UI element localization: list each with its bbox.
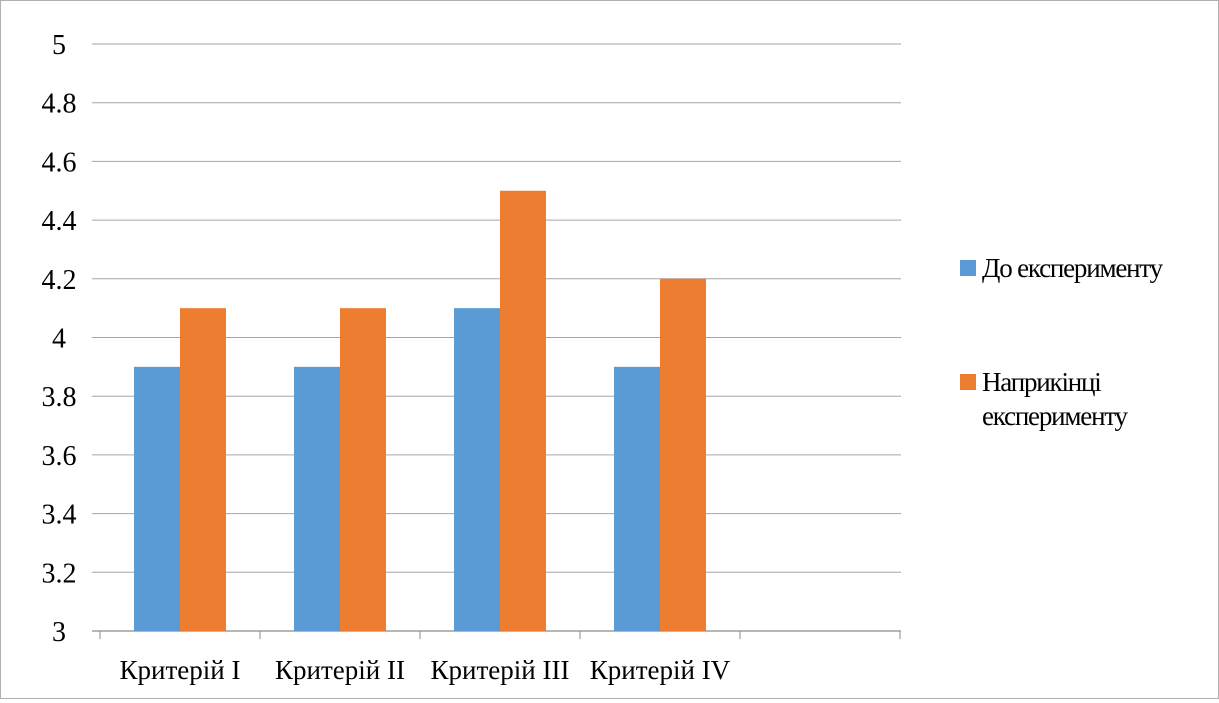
legend-swatch-end-of-experiment xyxy=(960,374,976,390)
bars xyxy=(134,190,706,631)
x-category-label: Критерій I xyxy=(120,655,241,685)
bar-end-of-experiment xyxy=(340,308,386,631)
legend-swatch-before-experiment xyxy=(960,260,976,276)
y-tick-label: 4.8 xyxy=(42,89,77,120)
bar-before-experiment xyxy=(454,308,500,631)
y-tick-label: 4.6 xyxy=(42,147,77,178)
legend-label-end-of-experiment: Наприкінці експерименту xyxy=(982,367,1129,431)
x-category-label: Критерій II xyxy=(275,655,405,685)
bar-end-of-experiment xyxy=(180,308,226,631)
y-tick-label: 3.2 xyxy=(42,558,77,589)
y-tick-label: 3 xyxy=(52,617,66,648)
bar-end-of-experiment xyxy=(660,278,706,631)
x-axis xyxy=(99,631,901,639)
y-axis-tick-labels: 3 3.2 3.4 3.6 3.8 4 4.2 4.4 4.6 4.8 5 xyxy=(42,30,77,648)
x-category-label: Критерій III xyxy=(431,655,570,685)
y-tick-label: 4.4 xyxy=(42,206,77,237)
bar-before-experiment xyxy=(614,366,660,631)
x-axis-category-labels: Критерій I Критерій II Критерій III Критері… xyxy=(120,655,731,685)
legend: До експерименту Наприкінці експерименту xyxy=(960,253,1165,431)
bar-end-of-experiment xyxy=(500,190,546,631)
y-tick-label: 3.8 xyxy=(42,382,77,413)
bar-before-experiment xyxy=(294,366,340,631)
y-tick-label: 3.6 xyxy=(42,441,77,472)
y-tick-label: 4 xyxy=(52,324,66,355)
legend-label-before-experiment: До експерименту xyxy=(982,253,1164,283)
y-tick-label: 4.2 xyxy=(42,265,77,296)
bar-before-experiment xyxy=(134,366,180,631)
x-category-label: Критерій IV xyxy=(590,655,731,685)
y-tick-label: 5 xyxy=(52,30,66,61)
y-tick-label: 3.4 xyxy=(42,500,77,531)
